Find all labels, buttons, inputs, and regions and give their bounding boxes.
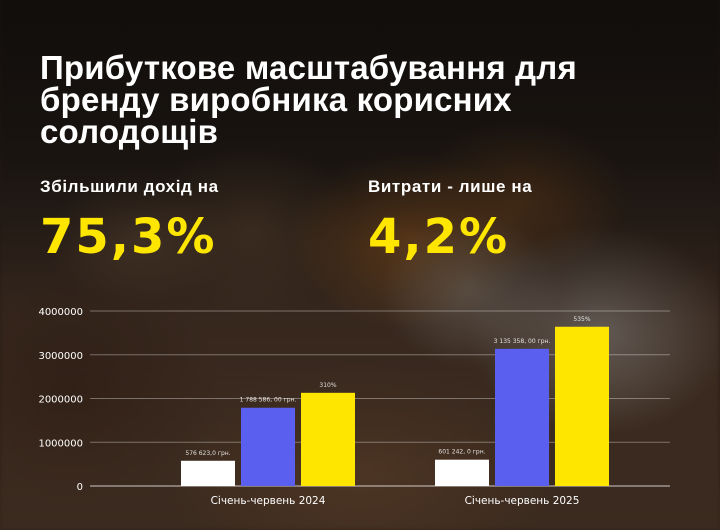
y-tick-label: 1000000 <box>38 438 83 449</box>
bar-data-label: 1 788 586, 00 грн. <box>240 397 297 404</box>
y-tick-label: 4000000 <box>38 307 83 318</box>
bar-data-label: 535% <box>573 316 590 323</box>
bar <box>241 407 295 486</box>
bar-data-label: 576 623,0 грн. <box>185 450 230 457</box>
bar-data-label: 601 242, 0 грн. <box>438 449 485 456</box>
income-stat-value: 75,3% <box>40 209 217 265</box>
cost-stat-label: Витрати - лише на <box>368 177 533 196</box>
y-tick-label: 0 <box>77 482 83 493</box>
y-tick-label: 3000000 <box>38 351 83 362</box>
x-category-label: Січень-червень 2025 <box>465 495 580 507</box>
x-category-label: Січень-червень 2024 <box>211 495 326 507</box>
bar <box>435 459 489 486</box>
income-stat-label: Збільшили дохід на <box>40 177 219 196</box>
bar-data-label: 310% <box>319 382 336 389</box>
bar <box>495 348 549 486</box>
bar <box>301 392 355 486</box>
cost-stat-value: 4,2% <box>368 209 510 265</box>
income-stat: Збільшили дохід на 75,3% <box>40 177 219 265</box>
y-tick-label: 2000000 <box>38 395 83 406</box>
cost-stat: Витрати - лише на 4,2% <box>368 177 532 265</box>
bar-data-label: 3 135 358, 00 грн. <box>494 338 551 345</box>
bar-chart: 0 1000000 2000000 3000000 4000000 576 623,0 г… <box>38 307 670 507</box>
bar <box>555 326 609 486</box>
page-title: Прибуткове масштабування для бренду виро… <box>40 49 577 150</box>
bar <box>181 460 235 486</box>
